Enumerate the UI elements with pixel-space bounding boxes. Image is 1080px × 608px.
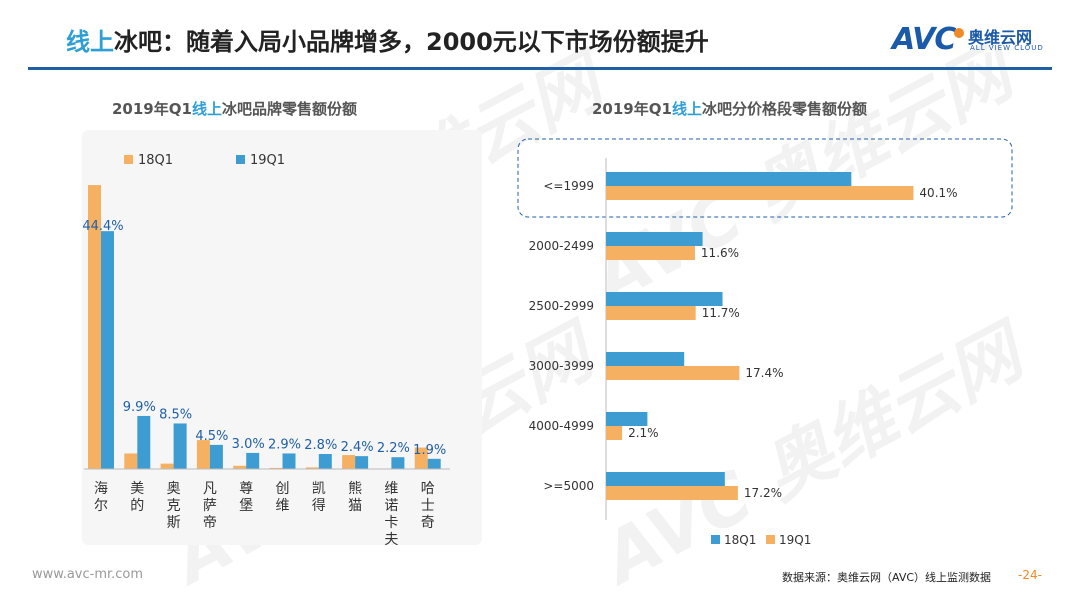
data-source-note: 数据来源：奥维云网（AVC）线上监测数据: [782, 571, 992, 584]
price-chart-legend: 18Q1 19Q1: [711, 533, 811, 547]
hbar-18q1-<=1999: [606, 172, 852, 186]
category-label-奥克斯: 奥克斯: [167, 480, 181, 531]
price-legend-swatch-18Q1: [711, 535, 720, 544]
hbar-19q1-2000-2499: [606, 246, 695, 260]
hbar-19q1->=5000: [606, 486, 738, 500]
category-label-尊堡: 尊堡: [239, 480, 253, 514]
category-label-哈士奇: 哈士奇: [421, 481, 435, 531]
header-rule: [28, 67, 1052, 70]
price-category-4000-4999: 4000-4999: [529, 419, 594, 433]
category-label-维诺卡夫: 维诺卡夫: [384, 481, 398, 548]
bar-18q1-创维: [269, 467, 283, 469]
brand-chart-legend: 18Q1 19Q1: [124, 153, 285, 168]
page-title: 线上冰吧：随着入局小品牌增多，2000元以下市场份额提升: [66, 22, 709, 57]
page-title-rest: 冰吧：随着入局小品牌增多，2000元以下市场份额提升: [114, 28, 709, 56]
price-chart-title-suffix: 冰吧分价格段零售额份额: [701, 100, 867, 118]
bar-18q1-美的: [124, 453, 138, 469]
data-label-凡萨帝: 4.5%: [195, 429, 228, 444]
hbar-label-3000-3999: 17.4%: [745, 366, 783, 380]
hbar-18q1-4000-4999: [606, 412, 648, 426]
legend-swatch-18Q1: [124, 155, 133, 164]
hbar-18q1->=5000: [606, 472, 725, 486]
bar-18q1-尊堡: [233, 465, 247, 469]
logo-english-name: ALL VIEW CLOUD: [970, 44, 1044, 52]
bar-18q1-熊猫: [342, 455, 356, 469]
category-label-熊猫: 熊猫: [348, 481, 362, 514]
bar-19q1-凡萨帝: [209, 444, 223, 469]
data-label-熊猫: 2.4%: [341, 440, 374, 455]
data-label-美的: 9.9%: [123, 400, 156, 415]
logo-letters: AVC: [892, 22, 956, 57]
footer-url: www.avc-mr.com: [32, 567, 144, 582]
category-label-海尔: 海尔: [94, 481, 108, 514]
bar-19q1-尊堡: [246, 452, 260, 469]
bar-19q1-熊猫: [355, 456, 369, 469]
hbar-19q1-<=1999: [606, 186, 914, 200]
hbar-18q1-2000-2499: [606, 232, 703, 246]
bar-19q1-维诺卡夫: [391, 457, 405, 469]
hbar-label-<=1999: 40.1%: [919, 186, 957, 200]
bar-19q1-凯得: [318, 454, 332, 469]
price-category-2000-2499: 2000-2499: [529, 239, 594, 253]
hbar-label-2000-2499: 11.6%: [701, 246, 739, 260]
hbar-19q1-3000-3999: [606, 366, 740, 380]
hbar-label->=5000: 17.2%: [744, 486, 782, 500]
hbar-18q1-2500-2999: [606, 292, 723, 306]
bar-18q1-凡萨帝: [196, 440, 210, 469]
price-chart-title-prefix: 2019年Q1: [592, 100, 672, 118]
bar-18q1-哈士奇: [414, 447, 428, 469]
highlight-box: [517, 138, 1013, 218]
price-category-3000-3999: 3000-3999: [529, 359, 594, 373]
data-label-创维: 2.9%: [268, 437, 301, 452]
category-label-创维: 创维: [276, 481, 290, 514]
bar-18q1-海尔: [88, 185, 101, 470]
brand-chart-title-suffix: 冰吧品牌零售额份额: [221, 100, 357, 118]
data-label-维诺卡夫: 2.2%: [377, 441, 410, 456]
data-label-哈士奇: 1.9%: [413, 443, 446, 458]
price-chart-title-highlight: 线上: [671, 100, 702, 118]
hbar-19q1-4000-4999: [606, 426, 623, 440]
hbar-label-2500-2999: 11.7%: [702, 306, 740, 320]
price-category->=5000: >=5000: [543, 479, 594, 493]
data-label-奥克斯: 8.5%: [159, 407, 192, 422]
bar-18q1-奥克斯: [160, 463, 174, 469]
legend-label-18Q1: 18Q1: [138, 153, 173, 168]
avc-logo: AVC 奥维云网 ALL VIEW CLOUD: [892, 22, 1062, 58]
data-label-海尔: 44.4%: [82, 219, 123, 234]
category-label-凡萨帝: 凡萨帝: [203, 481, 217, 531]
brand-chart-title: 2019年Q1线上冰吧品牌零售额份额: [112, 98, 357, 119]
category-label-美的: 美的: [130, 481, 144, 514]
price-legend-label-19Q1: 19Q1: [779, 533, 811, 547]
brand-chart-title-prefix: 2019年Q1: [112, 100, 192, 118]
bar-18q1-凯得: [305, 467, 319, 469]
data-label-尊堡: 3.0%: [232, 437, 265, 452]
brand-chart-panel: [82, 130, 482, 545]
data-label-凯得: 2.8%: [304, 438, 337, 453]
hbar-19q1-2500-2999: [606, 306, 696, 320]
price-chart-title: 2019年Q1线上冰吧分价格段零售额份额: [592, 98, 867, 119]
hbar-18q1-3000-3999: [606, 352, 685, 366]
price-legend-swatch-19Q1: [766, 535, 775, 544]
bar-19q1-奥克斯: [173, 423, 187, 469]
page-number: -24-: [1018, 568, 1042, 582]
brand-chart-title-highlight: 线上: [191, 100, 222, 118]
page-title-highlight: 线上: [66, 28, 114, 56]
legend-swatch-19Q1: [236, 155, 245, 164]
bar-19q1-海尔: [101, 231, 114, 469]
legend-label-19Q1: 19Q1: [250, 153, 285, 168]
logo-chinese-name: 奥维云网: [968, 28, 1033, 47]
category-label-凯得: 凯得: [312, 481, 326, 514]
hbar-label-4000-4999: 2.1%: [628, 426, 659, 440]
bar-19q1-美的: [137, 415, 151, 469]
bar-19q1-创维: [282, 453, 296, 469]
bar-19q1-哈士奇: [427, 458, 441, 469]
price-category-2500-2999: 2500-2999: [529, 299, 594, 313]
logo-dot-icon: [954, 28, 964, 38]
price-legend-label-18Q1: 18Q1: [724, 533, 756, 547]
price-category-<=1999: <=1999: [543, 179, 594, 193]
